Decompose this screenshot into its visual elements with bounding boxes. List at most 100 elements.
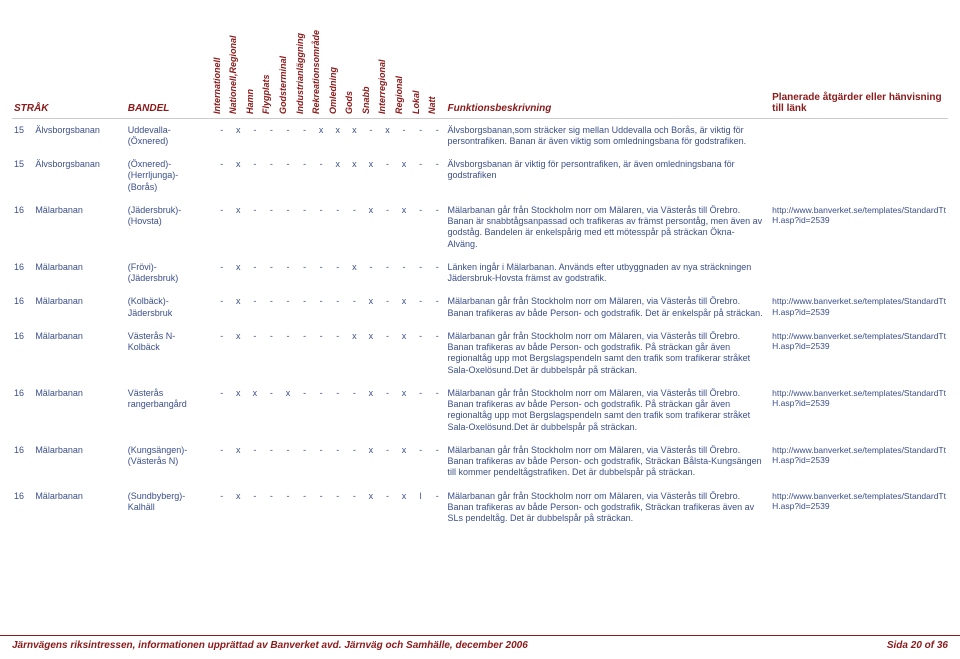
cell-flag: - <box>329 325 346 382</box>
cell-flag: - <box>429 153 446 199</box>
cell-num: 16 <box>12 382 33 439</box>
cell-bandel: (Sundbyberg)-Kalhäll <box>126 485 214 531</box>
table-row: 15Älvsborgsbanan(Öxnered)-(Herrljunga)-(… <box>12 153 948 199</box>
cell-flag: - <box>280 485 297 531</box>
cell-flag: x <box>230 199 247 256</box>
page-footer: Järnvägens riksintressen, informationen … <box>0 635 960 651</box>
cell-flag: - <box>247 199 264 256</box>
cell-flag: - <box>263 382 280 439</box>
cell-flag: x <box>396 325 413 382</box>
cell-flag: - <box>379 256 396 291</box>
cell-flag: - <box>247 153 264 199</box>
cell-bandel: (Kungsängen)-(Västerås N) <box>126 439 214 485</box>
cell-flag: - <box>379 485 396 531</box>
table-row: 16MälarbananVästerås N-Kolbäck-x------xx… <box>12 325 948 382</box>
cell-flag: l <box>412 485 429 531</box>
cell-flag: - <box>379 153 396 199</box>
cell-flag: - <box>263 325 280 382</box>
cell-flag: x <box>379 118 396 153</box>
cell-flag: - <box>313 256 330 291</box>
cell-flag: x <box>363 485 380 531</box>
cell-flag: x <box>363 199 380 256</box>
cell-flag: - <box>313 485 330 531</box>
cell-desc: Mälarbanan går från Stockholm norr om Mä… <box>446 485 771 531</box>
cell-flag: - <box>412 199 429 256</box>
cell-flag: - <box>213 439 230 485</box>
cell-flag: x <box>396 382 413 439</box>
cell-flag: - <box>329 256 346 291</box>
cell-flag: - <box>296 153 313 199</box>
cell-flag: - <box>346 382 363 439</box>
footer-left: Järnvägens riksintressen, informationen … <box>12 640 528 651</box>
cell-num: 15 <box>12 118 33 153</box>
cell-flag: x <box>230 485 247 531</box>
cell-bandel: (Öxnered)-(Herrljunga)-(Borås) <box>126 153 214 199</box>
cell-flag: - <box>313 325 330 382</box>
cell-flag: - <box>263 199 280 256</box>
cell-bandel: Västerås N-Kolbäck <box>126 325 214 382</box>
cell-flag: - <box>313 290 330 325</box>
cell-flag: x <box>363 382 380 439</box>
cell-flag: - <box>213 199 230 256</box>
cell-flag: - <box>329 382 346 439</box>
cell-num: 16 <box>12 290 33 325</box>
cell-flag: - <box>429 439 446 485</box>
cell-flag: - <box>429 382 446 439</box>
cell-flag: - <box>213 382 230 439</box>
cell-flag: x <box>346 325 363 382</box>
cell-desc: Älvsborgsbanan är viktig för persontrafi… <box>446 153 771 199</box>
cell-flag: - <box>412 118 429 153</box>
cell-desc: Mälarbanan går från Stockholm norr om Mä… <box>446 199 771 256</box>
cell-flag: x <box>363 439 380 485</box>
table-row: 16Mälarbanan(Sundbyberg)-Kalhäll-x------… <box>12 485 948 531</box>
cell-flag: - <box>296 485 313 531</box>
cell-flag: - <box>313 382 330 439</box>
cell-flag: x <box>396 439 413 485</box>
cell-flag: - <box>429 256 446 291</box>
header-flag-4: Godsterminal <box>280 8 297 118</box>
cell-flag: - <box>213 325 230 382</box>
cell-flag: x <box>230 118 247 153</box>
cell-flag: - <box>379 199 396 256</box>
cell-num: 16 <box>12 256 33 291</box>
cell-flag: x <box>346 118 363 153</box>
cell-flag: - <box>280 199 297 256</box>
cell-flag: x <box>396 290 413 325</box>
cell-flag: - <box>296 256 313 291</box>
footer-right: Sida 20 of 36 <box>887 640 948 651</box>
cell-strak: Älvsborgsbanan <box>33 153 125 199</box>
cell-flag: x <box>230 290 247 325</box>
header-flag-13: Natt <box>429 8 446 118</box>
cell-flag: - <box>379 325 396 382</box>
table-row: 16Mälarbanan(Jädersbruk)-(Hovsta)-x-----… <box>12 199 948 256</box>
table-row: 16Mälarbanan(Kungsängen)-(Västerås N)-x-… <box>12 439 948 485</box>
cell-flag: - <box>363 256 380 291</box>
cell-flag: x <box>280 382 297 439</box>
cell-flag: x <box>230 325 247 382</box>
cell-flag: - <box>379 439 396 485</box>
cell-flag: - <box>280 153 297 199</box>
cell-flag: - <box>213 256 230 291</box>
cell-flag: - <box>263 153 280 199</box>
header-desc: Funktionsbeskrivning <box>446 8 771 118</box>
cell-flag: - <box>363 118 380 153</box>
cell-flag: - <box>379 382 396 439</box>
cell-link: http://www.banverket.se/templates/Standa… <box>770 199 948 256</box>
cell-flag: x <box>363 290 380 325</box>
cell-bandel: Västeråsrangerbangård <box>126 382 214 439</box>
cell-flag: - <box>296 118 313 153</box>
cell-flag: - <box>213 485 230 531</box>
cell-flag: x <box>396 199 413 256</box>
cell-desc: Älvsborgsbanan,som sträcker sig mellan U… <box>446 118 771 153</box>
cell-flag: - <box>429 118 446 153</box>
cell-flag: x <box>396 153 413 199</box>
cell-flag: - <box>396 118 413 153</box>
header-flag-6: Rekreationsområde <box>313 8 330 118</box>
cell-num: 16 <box>12 485 33 531</box>
cell-flag: - <box>429 485 446 531</box>
cell-strak: Mälarbanan <box>33 199 125 256</box>
cell-link <box>770 153 948 199</box>
cell-flag: - <box>280 256 297 291</box>
header-flag-11: Regional <box>396 8 413 118</box>
cell-bandel: (Frövi)-(Jädersbruk) <box>126 256 214 291</box>
